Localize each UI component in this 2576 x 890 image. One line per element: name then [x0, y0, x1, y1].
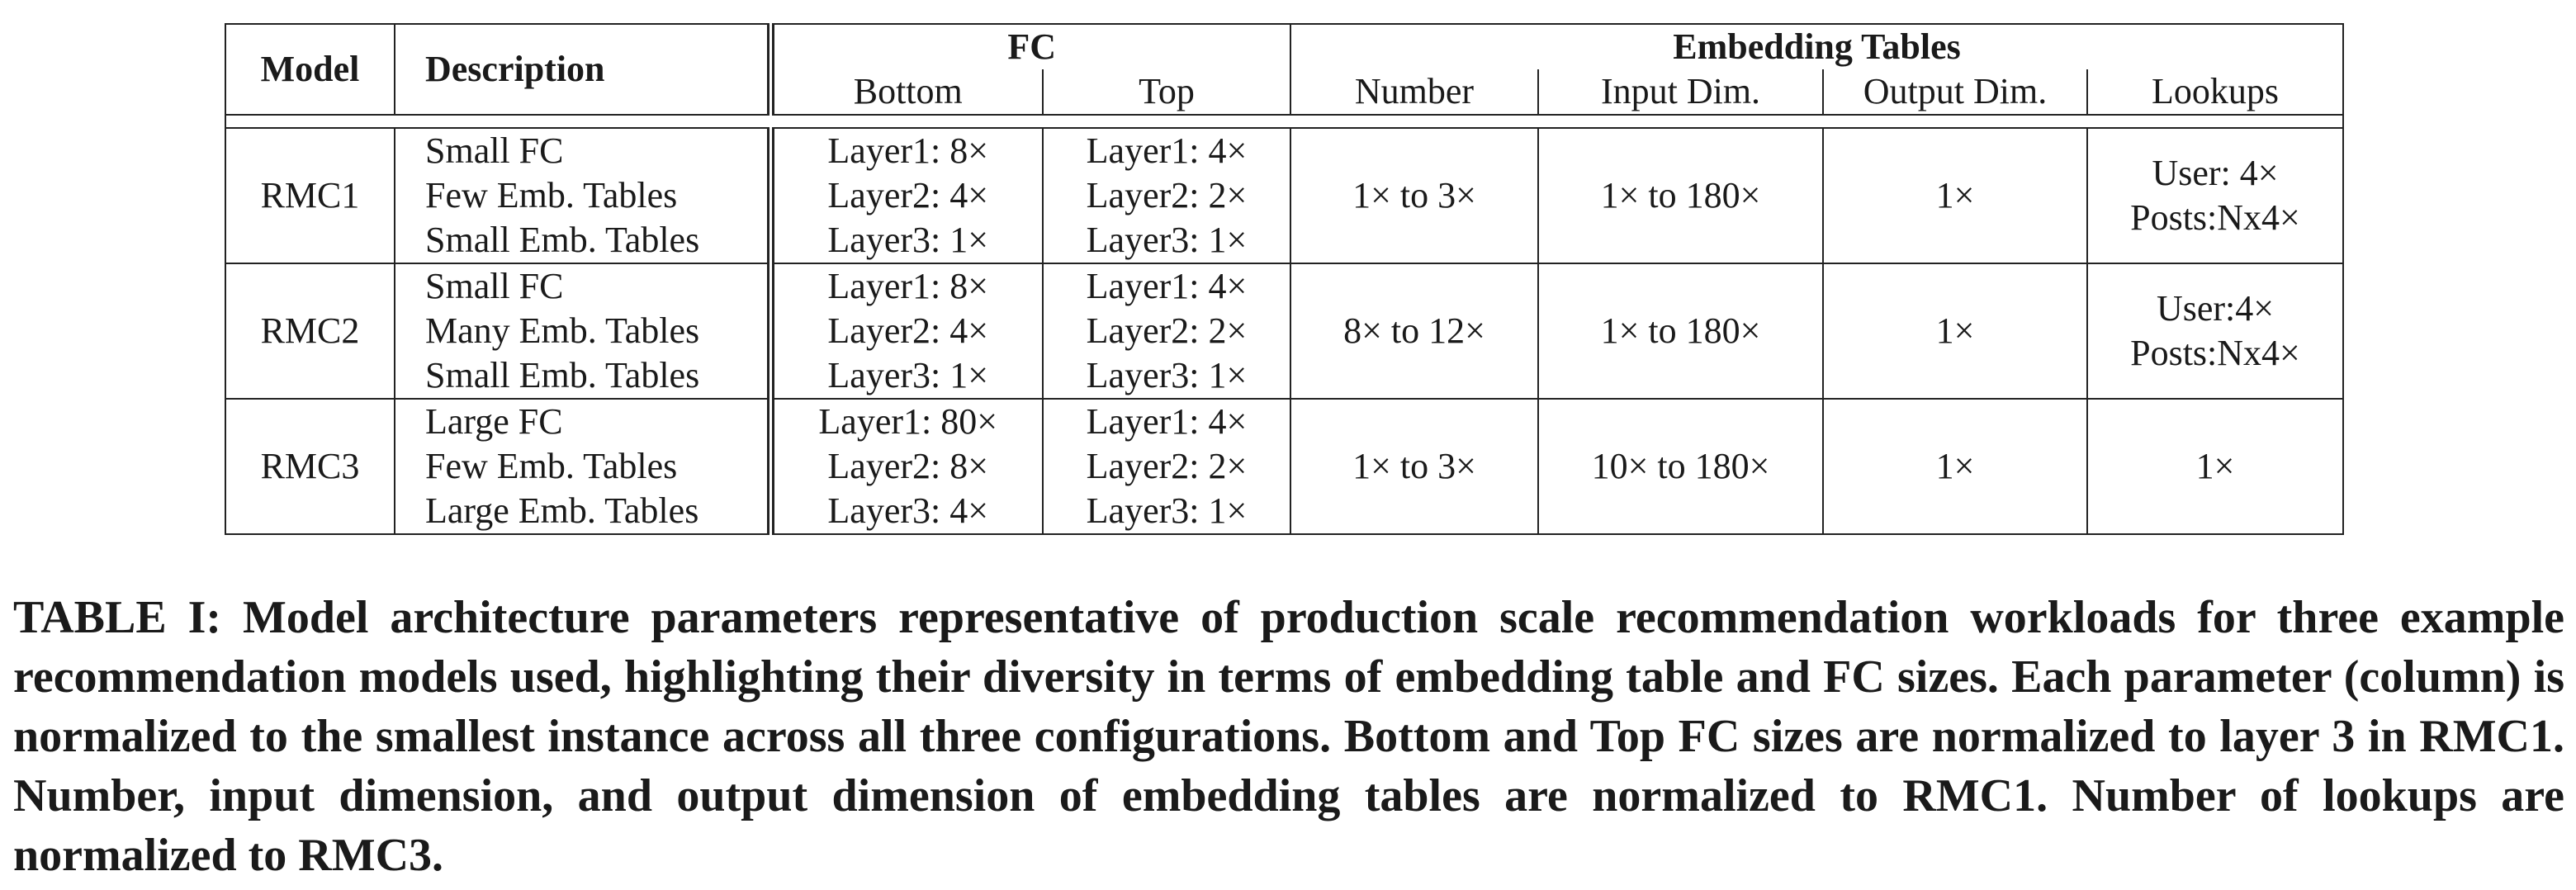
fc-layer-line: Layer1: 4×	[1086, 266, 1248, 306]
fc-layer-line: Layer2: 8×	[827, 446, 989, 486]
fc-layer-line: Layer3: 4×	[827, 490, 989, 531]
description-line: Small FC	[425, 266, 564, 306]
header-row-2: Bottom Top Number Input Dim. Output Dim.…	[225, 69, 2344, 116]
header-row-1: Model Description FC Embedding Tables	[225, 23, 2344, 116]
lookups-line: User:4×	[2156, 288, 2275, 329]
fc-top-cell: Layer1: 4× Layer2: 2× Layer3: 1×	[1042, 127, 1291, 264]
input-dim-cell: 1× to 180×	[1537, 127, 1824, 264]
model-cell: RMC1	[225, 127, 395, 264]
number-cell: 1× to 3×	[1290, 398, 1539, 535]
description-line: Small FC	[425, 130, 564, 171]
description-line: Large FC	[425, 401, 563, 442]
number-cell: 8× to 12×	[1290, 263, 1539, 400]
header-description: Description	[394, 23, 771, 116]
fc-layer-line: Layer2: 2×	[1086, 446, 1248, 486]
table-row: RMC1 Small FC Few Emb. Tables Small Emb.…	[225, 127, 2344, 264]
fc-layer-line: Layer3: 1×	[827, 355, 989, 395]
lookups-cell: User: 4× Posts:Nx4×	[2086, 127, 2344, 264]
fc-layer-line: Layer2: 4×	[827, 175, 989, 215]
description-cell: Small FC Few Emb. Tables Small Emb. Tabl…	[394, 127, 771, 264]
description-cell: Large FC Few Emb. Tables Large Emb. Tabl…	[394, 398, 771, 535]
fc-layer-line: Layer3: 1×	[827, 220, 989, 260]
fc-layer-line: Layer2: 4×	[827, 310, 989, 351]
input-dim-cell: 1× to 180×	[1537, 263, 1824, 400]
number-cell: 1× to 3×	[1290, 127, 1539, 264]
header-embedding-tables: Embedding Tables	[1290, 23, 2344, 69]
table-caption: TABLE I: Model architecture parameters r…	[13, 592, 2564, 881]
header-input-dim: Input Dim.	[1537, 69, 1824, 116]
lookups-line: User: 4×	[2152, 153, 2279, 193]
lookups-line: Posts:Nx4×	[2130, 333, 2300, 373]
fc-top-cell: Layer1: 4× Layer2: 2× Layer3: 1×	[1042, 263, 1291, 400]
model-architecture-table: Model Description FC Embedding Tables Bo…	[225, 23, 2344, 535]
model-cell: RMC2	[225, 263, 395, 400]
output-dim-cell: 1×	[1822, 398, 2088, 535]
output-dim-cell: 1×	[1822, 263, 2088, 400]
lookups-cell: User:4× Posts:Nx4×	[2086, 263, 2344, 400]
lookups-cell: 1×	[2086, 398, 2344, 535]
table-row: RMC2 Small FC Many Emb. Tables Small Emb…	[225, 263, 2344, 400]
fc-layer-line: Layer3: 1×	[1086, 355, 1248, 395]
lookups-line: 1×	[2195, 446, 2235, 486]
header-gap	[225, 115, 2344, 128]
description-line: Small Emb. Tables	[425, 355, 700, 395]
description-line: Many Emb. Tables	[425, 310, 700, 351]
input-dim-cell: 10× to 180×	[1537, 398, 1824, 535]
fc-layer-line: Layer1: 80×	[818, 401, 998, 442]
description-line: Few Emb. Tables	[425, 175, 678, 215]
fc-layer-line: Layer1: 4×	[1086, 401, 1248, 442]
description-line: Large Emb. Tables	[425, 490, 699, 531]
fc-layer-line: Layer2: 2×	[1086, 175, 1248, 215]
header-fc: FC	[766, 23, 1291, 69]
description-line: Small Emb. Tables	[425, 220, 700, 260]
description-line: Few Emb. Tables	[425, 446, 678, 486]
header-fc-top: Top	[1042, 69, 1291, 116]
table-row: RMC3 Large FC Few Emb. Tables Large Emb.…	[225, 398, 2344, 535]
fc-top-cell: Layer1: 4× Layer2: 2× Layer3: 1×	[1042, 398, 1291, 535]
fc-layer-line: Layer1: 4×	[1086, 130, 1248, 171]
header-lookups: Lookups	[2086, 69, 2344, 116]
description-cell: Small FC Many Emb. Tables Small Emb. Tab…	[394, 263, 771, 400]
fc-layer-line: Layer3: 1×	[1086, 220, 1248, 260]
header-number: Number	[1290, 69, 1539, 116]
fc-bottom-cell: Layer1: 8× Layer2: 4× Layer3: 1×	[766, 263, 1044, 400]
header-fc-bottom: Bottom	[766, 69, 1044, 116]
fc-bottom-cell: Layer1: 8× Layer2: 4× Layer3: 1×	[766, 127, 1044, 264]
lookups-line: Posts:Nx4×	[2130, 197, 2300, 238]
fc-layer-line: Layer2: 2×	[1086, 310, 1248, 351]
fc-layer-line: Layer1: 8×	[827, 266, 989, 306]
output-dim-cell: 1×	[1822, 127, 2088, 264]
fc-layer-line: Layer1: 8×	[827, 130, 989, 171]
header-output-dim: Output Dim.	[1822, 69, 2088, 116]
header-model: Model	[225, 23, 395, 116]
fc-layer-line: Layer3: 1×	[1086, 490, 1248, 531]
fc-bottom-cell: Layer1: 80× Layer2: 8× Layer3: 4×	[766, 398, 1044, 535]
model-cell: RMC3	[225, 398, 395, 535]
